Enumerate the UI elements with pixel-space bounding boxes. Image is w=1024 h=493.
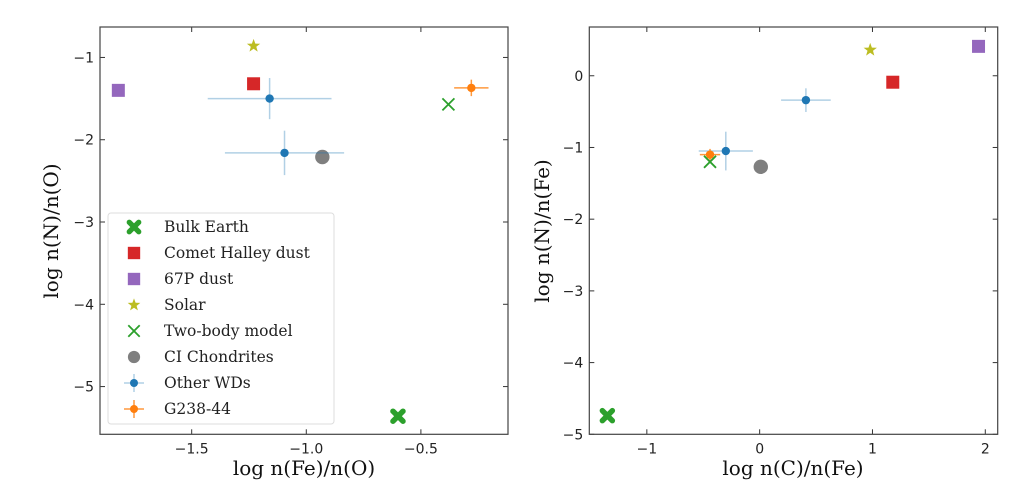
left-series-g238-44 <box>454 79 489 97</box>
left-series-67p-dust <box>111 83 125 97</box>
legend-entry-bulk-earth: Bulk Earth <box>126 218 249 236</box>
data-point-ci-chondrites <box>753 159 768 175</box>
legend-marker-bulk-earth <box>126 219 142 235</box>
left-series-ci-chondrites <box>315 149 330 165</box>
right-series-two-body-model <box>703 155 717 169</box>
legend-marker-two-body-model <box>127 324 141 338</box>
legend-entry-ci-chondrites: CI Chondrites <box>127 348 274 366</box>
left-plot: log n(Fe)/n(O) log n(N)/n(O) −1.5 −1.0 −0.… <box>39 26 509 480</box>
left-series-other-wds <box>207 78 345 176</box>
data-point-other-wds <box>721 146 731 156</box>
legend-label: Solar <box>164 296 206 314</box>
right-y-axis-label: log n(N)/n(Fe) <box>530 159 554 302</box>
right-x-axis-label: log n(C)/n(Fe) <box>722 456 863 480</box>
right-series-other-wds <box>698 88 831 171</box>
data-point-other-wds <box>265 94 274 103</box>
legend-marker-67p-dust <box>127 272 141 286</box>
right-plot: log n(C)/n(Fe) log n(N)/n(Fe) −1 0 1 2 0 −1 −2… <box>530 26 999 480</box>
data-point-comet-halley-dust <box>247 77 261 91</box>
right-y-tick-label: −4 <box>563 356 584 372</box>
legend: Bulk Earth Comet Halley dust 67P dust Solar… <box>107 212 335 425</box>
legend-entry-two-body-model: Two-body model <box>127 322 293 340</box>
legend-label: Comet Halley dust <box>164 244 311 262</box>
left-series-bulk-earth <box>390 408 406 424</box>
legend-label: CI Chondrites <box>164 348 274 366</box>
right-x-tick-label: 0 <box>755 441 764 457</box>
legend-label: Bulk Earth <box>164 218 249 236</box>
data-point-ci-chondrites <box>315 149 330 165</box>
legend-label: 67P dust <box>164 270 234 288</box>
right-series-comet-halley-dust <box>886 75 900 89</box>
right-series-bulk-earth <box>599 407 616 424</box>
data-point-two-body-model <box>703 155 717 169</box>
left-x-tick-label: −1.0 <box>289 441 323 457</box>
legend-label: G238-44 <box>164 400 231 418</box>
legend-label: Two-body model <box>164 322 293 340</box>
right-y-tick-label: 0 <box>574 69 583 85</box>
left-series-comet-halley-dust <box>247 77 261 91</box>
data-point-other-wds <box>280 148 289 158</box>
data-point-bulk-earth <box>599 407 616 424</box>
data-point-67p-dust <box>972 39 986 53</box>
legend-entry-g238-44: G238-44 <box>124 400 231 418</box>
right-x-tick-label: 2 <box>981 441 990 457</box>
right-x-tick-label: 1 <box>868 441 877 457</box>
legend-marker-solar <box>127 298 141 311</box>
right-y-tick-label: −1 <box>563 140 584 156</box>
right-axes-frame <box>588 26 999 435</box>
data-point-g238-44 <box>467 83 476 93</box>
legend-label: Other WDs <box>164 374 251 392</box>
legend-entry-other-wds: Other WDs <box>124 374 251 392</box>
left-y-tick-label: −1 <box>73 50 94 66</box>
right-y-tick-label: −2 <box>563 212 584 228</box>
right-y-tick-label: −5 <box>563 427 584 443</box>
data-point-bulk-earth <box>390 408 406 424</box>
left-y-tick-label: −3 <box>73 215 94 231</box>
data-point-two-body-model <box>441 97 456 111</box>
legend-entry-solar: Solar <box>127 296 206 314</box>
legend-marker-other-wds <box>130 379 138 387</box>
right-series-g238-44 <box>699 148 721 161</box>
left-y-tick-label: −4 <box>73 297 94 313</box>
right-series-solar <box>863 42 877 56</box>
right-series-67p-dust <box>972 39 986 53</box>
legend-marker-comet-halley-dust <box>127 246 141 260</box>
legend-marker-ci-chondrites <box>127 350 141 364</box>
left-x-tick-label: −1.5 <box>175 441 209 457</box>
data-point-solar <box>246 38 261 52</box>
left-y-axis-label: log n(N)/n(O) <box>39 163 63 298</box>
right-x-tick-label: −1 <box>637 441 658 457</box>
data-point-solar <box>863 42 877 56</box>
left-series-two-body-model <box>441 97 456 111</box>
left-x-tick-label: −0.5 <box>404 441 438 457</box>
data-point-67p-dust <box>111 83 125 97</box>
data-point-g238-44 <box>705 150 715 159</box>
legend-entry-comet-halley-dust: Comet Halley dust <box>127 244 311 262</box>
left-y-tick-label: −5 <box>73 380 94 396</box>
data-point-comet-halley-dust <box>886 75 900 89</box>
legend-entry-67p-dust: 67P dust <box>127 270 234 288</box>
left-axes-frame <box>99 26 509 435</box>
right-series-ci-chondrites <box>753 159 768 175</box>
left-x-axis-label: log n(Fe)/n(O) <box>233 456 375 480</box>
left-series-solar <box>246 38 261 52</box>
legend-box <box>107 212 335 425</box>
legend-marker-g238-44 <box>130 405 138 413</box>
data-point-other-wds <box>801 95 811 105</box>
right-y-tick-label: −3 <box>563 284 584 300</box>
left-y-tick-label: −2 <box>73 133 94 149</box>
